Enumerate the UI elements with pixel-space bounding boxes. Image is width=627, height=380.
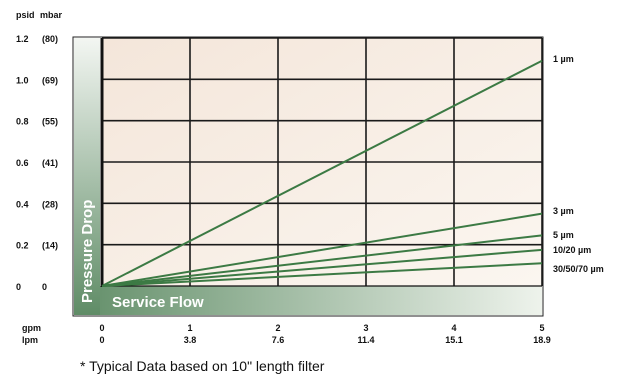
x-tick-label-lpm: 7.6 [272, 335, 285, 345]
series-label: 5 µm [553, 230, 574, 240]
y-tick-label-mbar: (80) [42, 34, 58, 44]
series-line [101, 234, 543, 287]
y-tick-label-mbar: (55) [42, 117, 58, 127]
x-tick-label-gpm: 4 [451, 323, 456, 333]
y-unit-psid: psid [16, 10, 35, 20]
footnote: * Typical Data based on 10" length filte… [80, 358, 325, 374]
x-tick-label-gpm: 2 [275, 323, 280, 333]
y-tick-label-mbar: 0 [42, 282, 47, 292]
x-unit-lpm: lpm [22, 335, 38, 345]
y-tick-label-psid: 1.2 [16, 34, 29, 44]
y-tick-label-psid: 0.2 [16, 241, 29, 251]
series-labels: 1 µm 3 µm 5 µm 10/20 µm 30/50/70 µm [553, 54, 604, 274]
y-tick-label-mbar: (41) [42, 158, 58, 168]
series-label: 10/20 µm [553, 245, 591, 255]
x-tick-label-gpm: 5 [539, 323, 544, 333]
x-tick-label-lpm: 0 [99, 335, 104, 345]
series-lines [101, 59, 543, 287]
y-tick-label-psid: 0.6 [16, 158, 29, 168]
x-banner [100, 286, 542, 315]
x-tick-label-gpm: 3 [363, 323, 368, 333]
y-tick-label-psid: 0.4 [16, 199, 29, 209]
y-tick-label-mbar: (28) [42, 199, 58, 209]
series-line [101, 59, 543, 287]
x-tick-label-gpm: 0 [99, 323, 104, 333]
y-tick-label-psid: 0.8 [16, 117, 29, 127]
x-tick-label-lpm: 15.1 [445, 335, 463, 345]
series-line [101, 262, 543, 287]
x-tick-label-lpm: 11.4 [357, 335, 374, 345]
series-line [101, 248, 543, 287]
series-label: 30/50/70 µm [553, 264, 604, 274]
y-banner [74, 38, 100, 315]
series-line [101, 212, 543, 287]
y-axis-label: Pressure Drop [79, 200, 96, 303]
x-tick-labels: 0 0 1 3.8 2 7.6 3 11.4 4 15.1 5 18.9 [99, 323, 550, 345]
series-label: 1 µm [553, 54, 574, 64]
x-unit-gpm: gpm [22, 323, 41, 333]
series-label: 3 µm [553, 206, 574, 216]
y-tick-label-psid: 0 [16, 282, 21, 292]
x-tick-label-gpm: 1 [187, 323, 192, 333]
x-axis-label: Service Flow [112, 294, 204, 311]
x-tick-label-lpm: 18.9 [533, 335, 551, 345]
y-tick-labels: 1.2 (80) 1.0 (69) 0.8 (55) 0.6 (41) 0.4 (28) 0.2 (1… [16, 34, 58, 292]
y-unit-mbar: mbar [40, 10, 63, 20]
grid-lines [100, 37, 543, 287]
y-tick-label-mbar: (14) [42, 241, 58, 251]
y-tick-label-psid: 1.0 [16, 75, 29, 85]
y-tick-label-mbar: (69) [42, 75, 58, 85]
x-tick-label-lpm: 3.8 [184, 335, 197, 345]
